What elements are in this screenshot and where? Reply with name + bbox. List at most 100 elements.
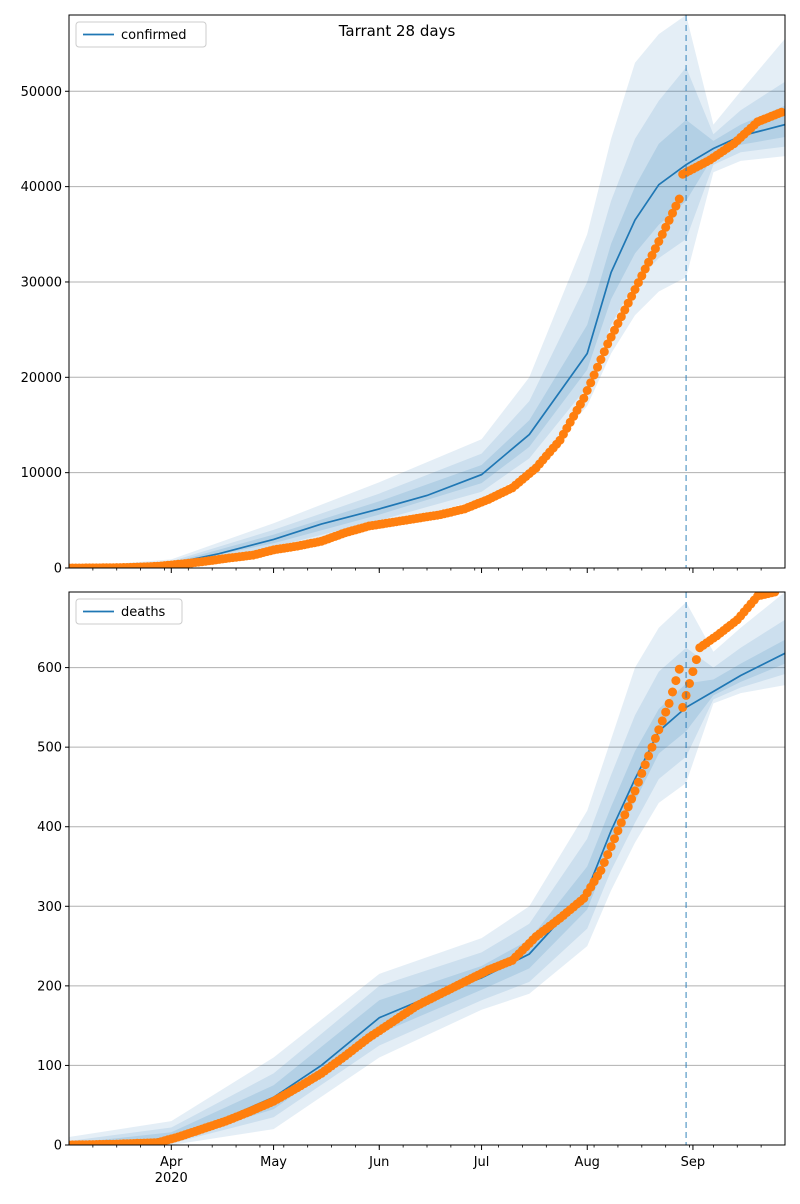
observed-point <box>650 244 660 254</box>
y-tick-label: 200 <box>37 979 62 994</box>
observed-point <box>620 810 630 820</box>
plot-area <box>69 592 785 1145</box>
observed-point <box>661 707 671 717</box>
observed-point <box>657 716 667 726</box>
x-tick-label: Jun <box>368 1155 389 1170</box>
observed-point <box>654 237 664 246</box>
observed-point <box>671 201 681 211</box>
observed-point <box>593 362 602 372</box>
observed-series <box>69 107 785 568</box>
observed-point <box>606 332 616 342</box>
observed-point <box>596 355 606 364</box>
y-tick-label: 0 <box>54 1139 62 1154</box>
observed-point <box>603 850 613 860</box>
y-axis: 0 10000 20000 30000 40000 50000 <box>21 85 69 577</box>
observed-point <box>633 777 643 787</box>
observed-point <box>657 229 667 239</box>
legend-label: deaths <box>121 605 166 620</box>
observed-point <box>777 107 785 117</box>
observed-point <box>599 858 609 867</box>
observed-point <box>654 725 664 735</box>
observed-point <box>637 271 647 281</box>
observed-point <box>637 768 647 778</box>
observed-point <box>633 278 643 288</box>
observed-point <box>674 664 684 674</box>
observed-point <box>691 655 701 665</box>
y-tick-label: 0 <box>54 562 62 577</box>
band-middle <box>69 619 785 1145</box>
plot-area <box>69 15 785 568</box>
gridlines <box>69 90 785 474</box>
observed-point <box>678 702 688 712</box>
observed-point <box>630 285 640 294</box>
observed-point <box>664 215 674 225</box>
observed-point <box>630 786 640 796</box>
observed-point <box>627 794 637 804</box>
y-tick-label: 600 <box>37 661 62 676</box>
y-tick-label: 500 <box>37 741 62 756</box>
legend: deaths <box>75 598 183 625</box>
observed-point <box>644 257 654 267</box>
x-tick-label: Jul <box>473 1155 490 1170</box>
observed-point <box>613 319 623 328</box>
legend: confirmed <box>75 21 207 48</box>
observed-point <box>623 298 633 308</box>
observed-point <box>650 733 660 743</box>
x-year-label: 2020 <box>155 1171 188 1186</box>
observed-point <box>671 676 681 686</box>
observed-point <box>661 222 671 232</box>
observed-point <box>627 291 637 301</box>
observed-point <box>664 698 674 708</box>
legend-box <box>75 21 207 48</box>
band-outer <box>69 15 785 568</box>
y-tick-label: 400 <box>37 820 62 835</box>
band-outer <box>69 592 785 1145</box>
deaths-panel: 0 100 200 300 400 500 600 Apr May Jun Jul Aug Sep 202… <box>37 591 786 1186</box>
observed-point <box>640 760 650 770</box>
legend-box <box>75 598 183 625</box>
x-tick-label: Apr <box>160 1155 183 1170</box>
band-inner <box>69 105 785 568</box>
observed-point <box>623 802 633 812</box>
x-tick-label: Aug <box>575 1155 600 1170</box>
observed-point <box>599 347 609 357</box>
observed-point <box>610 325 619 335</box>
observed-point <box>610 834 619 844</box>
confirmed-panel: 0 10000 20000 30000 40000 50000 confirmed <box>21 14 786 577</box>
observed-point <box>770 592 780 597</box>
observed-point <box>596 866 606 875</box>
observed-point <box>674 194 684 204</box>
observed-point <box>616 818 626 828</box>
observed-point <box>606 842 616 852</box>
x-tick-label: May <box>260 1155 287 1170</box>
observed-point <box>613 826 623 836</box>
y-tick-label: 50000 <box>21 85 62 100</box>
observed-point <box>586 378 596 388</box>
y-axis: 0 100 200 300 400 500 600 <box>37 661 69 1154</box>
observed-point <box>589 370 599 380</box>
observed-point <box>668 208 677 218</box>
observed-point <box>685 679 694 688</box>
observed-point <box>644 751 654 761</box>
y-tick-label: 100 <box>37 1059 62 1074</box>
x-axis <box>92 568 762 573</box>
observed-point <box>647 742 657 752</box>
observed-point <box>640 264 650 274</box>
observed-point <box>616 312 626 322</box>
observed-point <box>603 339 613 349</box>
observed-point <box>579 393 589 403</box>
observed-series <box>69 592 780 1145</box>
y-tick-label: 10000 <box>21 466 62 481</box>
legend-label: confirmed <box>121 28 187 43</box>
y-tick-label: 40000 <box>21 180 62 195</box>
x-tick-label: Sep <box>681 1155 706 1170</box>
observed-point <box>668 687 677 697</box>
x-axis: Apr May Jun Jul Aug Sep 2020 <box>92 1145 762 1186</box>
observed-point <box>582 386 592 395</box>
observed-point <box>688 667 698 677</box>
y-tick-label: 300 <box>37 900 62 915</box>
y-tick-label: 20000 <box>21 371 62 386</box>
observed-point <box>620 305 630 315</box>
